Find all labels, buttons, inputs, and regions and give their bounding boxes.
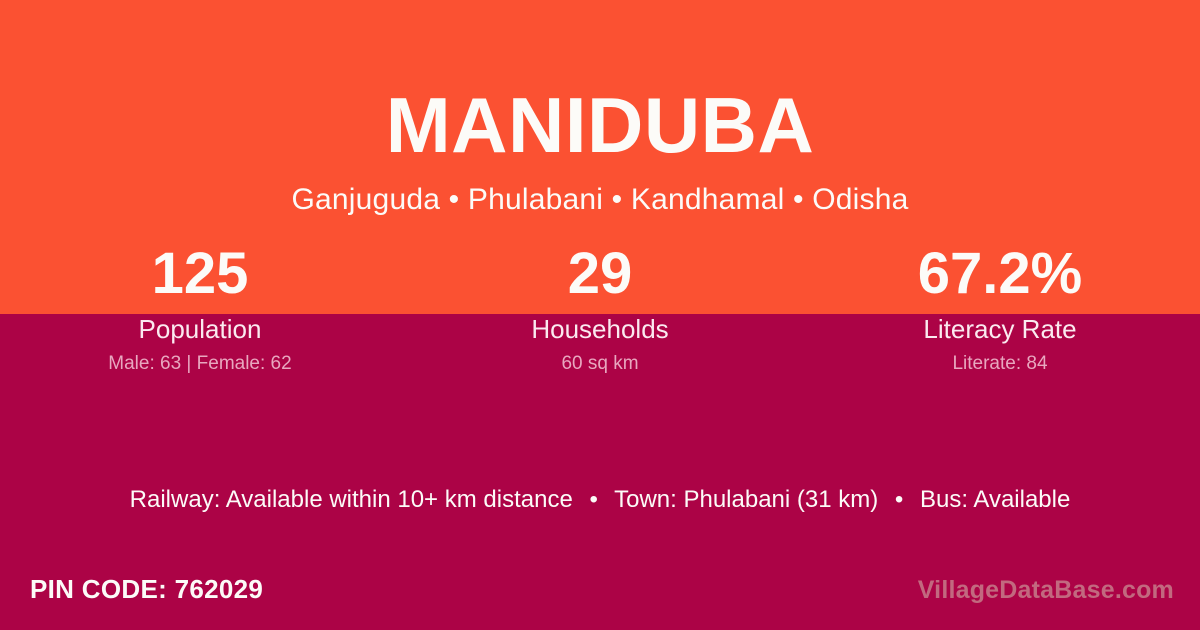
info-town: Town: Phulabani (31 km)	[614, 486, 879, 513]
stat-sub-population: Male: 63 | Female: 62	[108, 353, 292, 374]
stat-population: 125 Population Male: 63 | Female: 62	[0, 243, 400, 376]
stat-value-population: 125	[151, 241, 249, 306]
stat-value-literacy-rate: 67.2%	[917, 241, 1083, 306]
pin-code: PIN CODE: 762029	[30, 574, 264, 604]
stats-row: 125 Population Male: 63 | Female: 62 29 …	[0, 243, 1200, 376]
stat-sub-literacy-rate: Literate: 84	[952, 353, 1048, 374]
transport-info-line: Railway: Available within 10+ km distanc…	[0, 484, 1200, 516]
info-bus: Bus: Available	[920, 486, 1071, 513]
stat-literacy-rate: 67.2% Literacy Rate Literate: 84	[800, 243, 1200, 376]
stat-label-literacy-rate: Literacy Rate	[923, 314, 1077, 344]
info-separator-1: •	[589, 486, 598, 513]
page-title: MANIDUBA	[385, 81, 815, 169]
stat-label-households: Households	[531, 314, 669, 344]
footer: PIN CODE: 762029 VillageDataBase.com	[0, 558, 1200, 630]
info-railway: Railway: Available within 10+ km distanc…	[129, 486, 573, 513]
breadcrumb: Ganjuguda • Phulabani • Kandhamal • Odis…	[291, 183, 909, 216]
info-separator-2: •	[894, 486, 904, 513]
stat-label-population: Population	[138, 314, 262, 344]
stat-value-households: 29	[567, 241, 633, 306]
stat-sub-households: 60 sq km	[561, 353, 639, 374]
stat-households: 29 Households 60 sq km	[400, 243, 800, 376]
orange-header-band	[0, 0, 1200, 314]
brand-watermark: VillageDataBase.com	[917, 576, 1174, 604]
